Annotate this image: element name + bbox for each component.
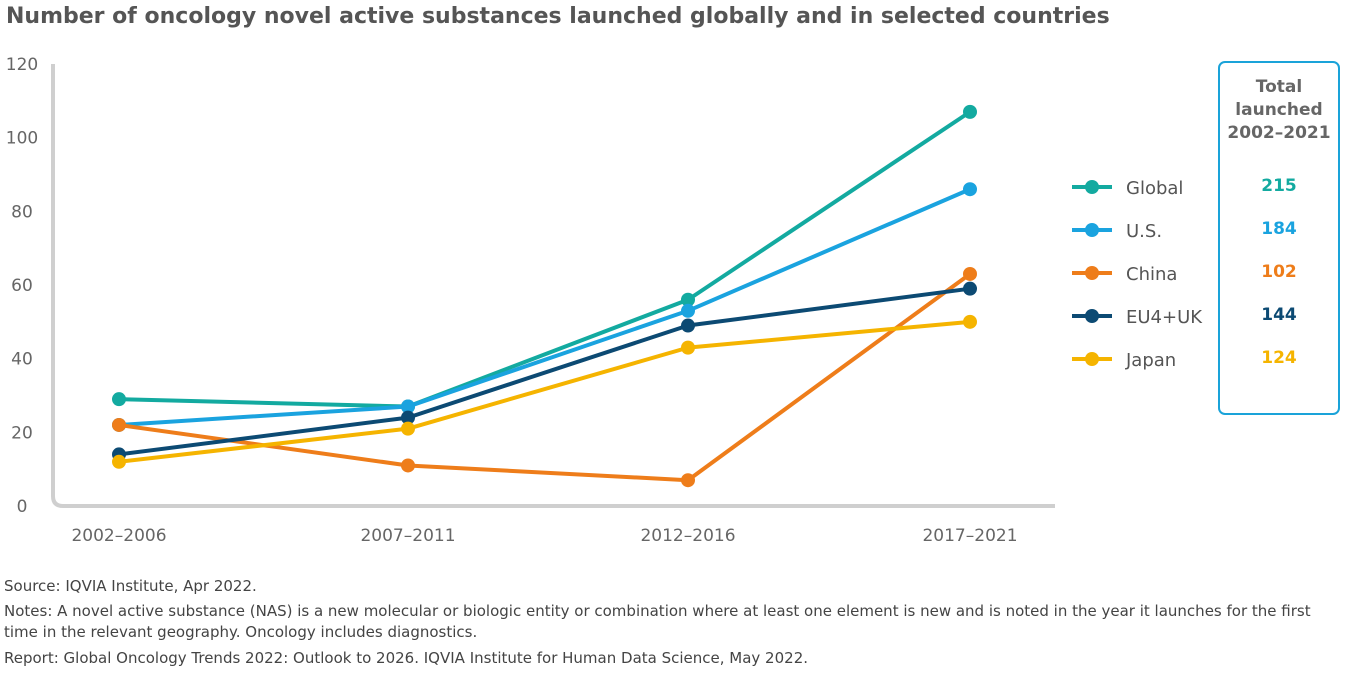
data-point [963,182,977,197]
x-tick-label: 2007–2011 [360,526,455,546]
totals-header-line: 2002–2021 [1227,123,1331,143]
legend: Global U.S. China EU4+UK Japan [1072,178,1203,371]
report-citation: Report: Global Oncology Trends 2022: Out… [4,649,809,667]
y-axis: 0 20 40 60 80 100 120 [6,55,38,517]
total-value: 124 [1261,348,1297,368]
legend-marker [1085,309,1099,323]
legend-label: Japan [1125,350,1176,371]
y-tick-label: 100 [6,129,38,149]
x-tick-label: 2002–2006 [71,526,166,546]
y-tick-label: 60 [11,276,33,296]
data-point [401,410,415,425]
series-group [112,104,977,488]
y-tick-label: 120 [6,55,38,75]
source-note: Source: IQVIA Institute, Apr 2022. [4,577,257,595]
legend-label: China [1126,264,1177,285]
totals-box [1218,61,1340,415]
data-point [112,417,126,432]
x-axis: 2002–2006 2007–2011 2012–2016 2017–2021 [71,526,1017,546]
totals-header-line: Total [1255,77,1303,97]
legend-marker [1085,266,1099,280]
axis-line [51,64,1055,508]
data-point [401,399,415,414]
series-line [118,110,972,409]
y-tick-label: 40 [11,350,33,370]
data-point [963,266,977,281]
total-value: 102 [1261,262,1297,282]
chart-title: Number of oncology novel active substanc… [6,4,1110,29]
legend-marker [1085,352,1099,366]
data-point [963,104,977,119]
data-point [681,340,695,355]
x-tick-label: 2012–2016 [640,526,735,546]
series-line [118,319,971,464]
series-line [118,286,971,457]
data-point [963,314,977,329]
legend-label: U.S. [1126,221,1162,242]
legend-label: EU4+UK [1126,307,1203,328]
y-tick-label: 0 [17,497,28,517]
total-value: 215 [1261,176,1297,196]
data-point [401,458,415,473]
legend-marker [1085,223,1099,237]
legend-label: Global [1126,178,1183,199]
totals-header: Total launched 2002–2021 [1218,76,1340,145]
total-value: 144 [1261,305,1297,325]
y-tick-label: 80 [11,202,33,222]
data-point [681,292,695,307]
notes-text: Notes: A novel active substance (NAS) is… [4,602,1311,641]
x-tick-label: 2017–2021 [922,526,1017,546]
line-chart: 0 20 40 60 80 100 120 2002–2006 2007–2011 2012–2… [6,55,1203,546]
data-point [112,454,126,469]
data-point [681,473,695,488]
series-line [118,187,971,427]
y-tick-label: 20 [11,423,33,443]
data-point [401,421,415,436]
data-point [681,303,695,318]
data-point [681,318,695,333]
legend-marker [1085,180,1099,194]
data-point [963,281,977,296]
totals-header-line: launched [1235,100,1323,120]
total-value: 184 [1261,219,1297,239]
data-point [112,392,126,407]
